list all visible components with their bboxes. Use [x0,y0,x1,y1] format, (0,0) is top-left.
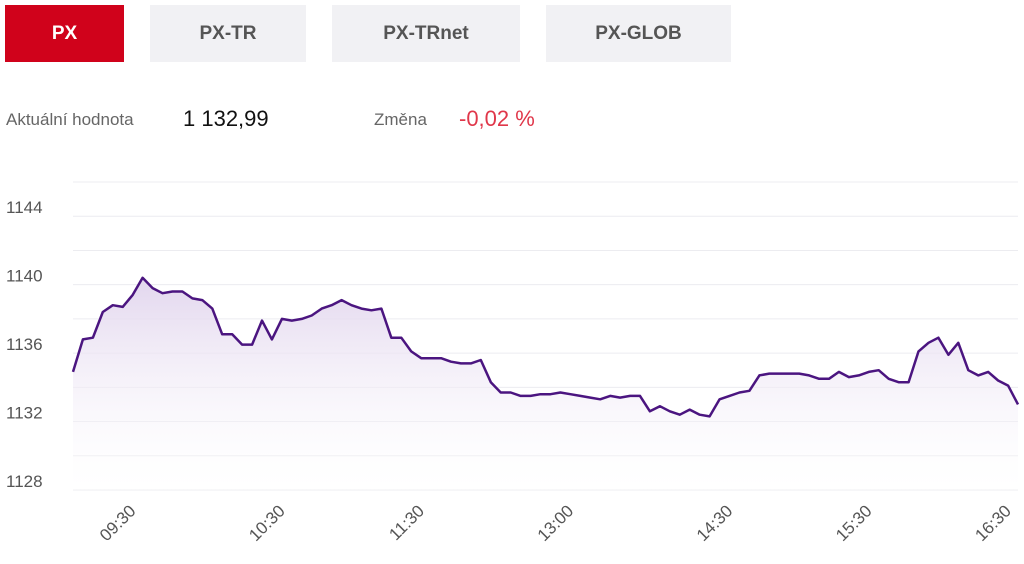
x-tick-label: 09:30 [96,501,140,545]
x-tick-label: 13:00 [534,501,578,545]
line [71,276,1020,418]
y-tick-label: 1144 [6,198,43,217]
x-tick-label: 10:30 [245,501,289,545]
x-tick-label: 15:30 [832,501,876,545]
tab[interactable]: PX-TRnet [332,5,520,62]
value: 1 132,99 [183,106,269,131]
y-tick-label: 1128 [6,472,43,491]
value-label: Aktuální hodnota [6,110,134,129]
tab[interactable]: PX [5,5,124,62]
x-tick-label: 14:30 [693,501,737,545]
tab[interactable]: PX-TR [150,5,306,62]
change-label: Změna [374,110,427,129]
area [73,277,1018,490]
tab[interactable]: PX-GLOB [546,5,731,62]
x-tick-label: 16:30 [971,501,1015,545]
y-tick-label: 1140 [6,267,43,286]
x-tick-label: 11:30 [385,501,428,544]
change: -0,02 % [459,106,535,131]
y-tick-label: 1132 [6,404,43,423]
y-tick-label: 1136 [6,335,43,354]
